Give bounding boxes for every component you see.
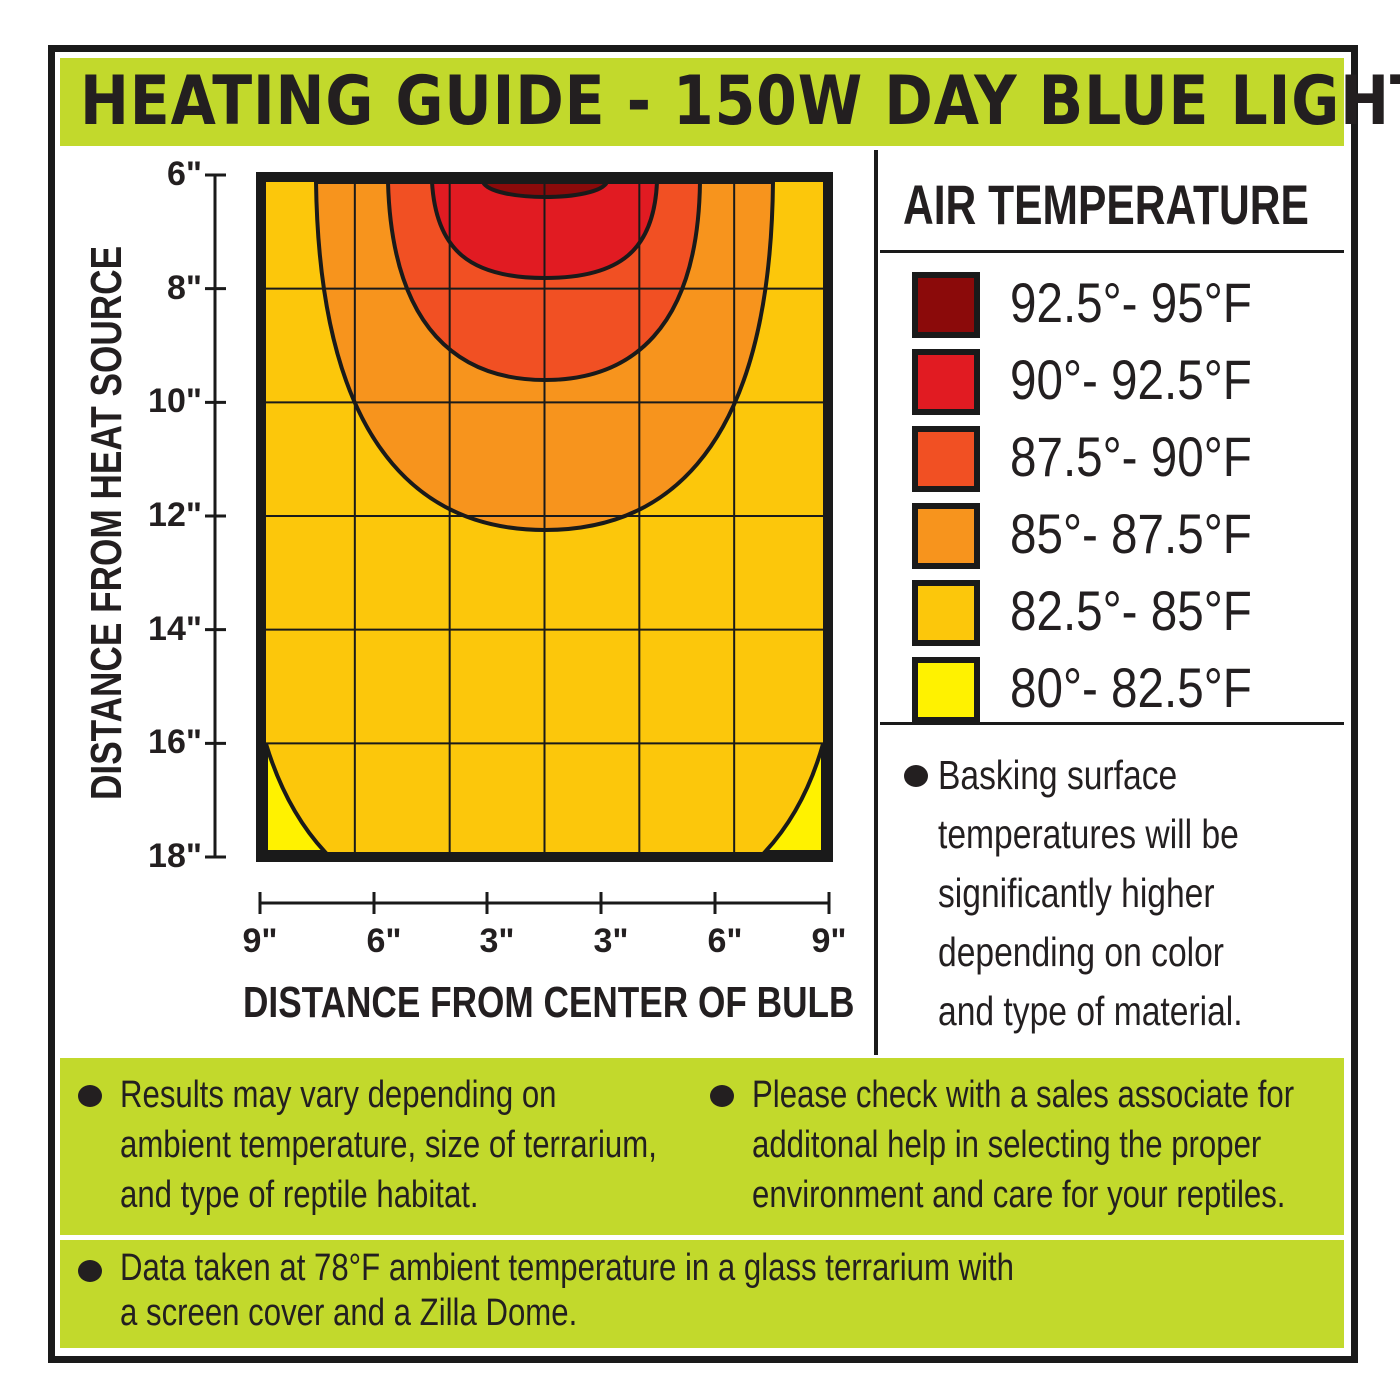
- y-tick-label: 8": [166, 268, 202, 307]
- legend-label: 92.5°- 95°F: [1010, 271, 1252, 334]
- grid-lines: [266, 182, 823, 852]
- bullet-icon: [78, 1260, 102, 1282]
- side-note-line: depending on color: [938, 929, 1225, 975]
- footer-band-top: [60, 1058, 1344, 1235]
- bullet-icon: [904, 765, 928, 787]
- legend-label: 85°- 87.5°F: [1010, 502, 1252, 565]
- x-tick-label: 6": [707, 922, 743, 960]
- legend-label: 82.5°- 85°F: [1010, 579, 1252, 642]
- side-note-line: temperatures will be: [938, 811, 1239, 857]
- band-80-82.5-right: [760, 743, 825, 854]
- legend-label: 80°- 82.5°F: [1010, 656, 1252, 719]
- y-tick-label: 16": [148, 723, 202, 762]
- y-tick-label: 12": [148, 496, 202, 534]
- footer-line: and type of reptile habitat.: [120, 1174, 479, 1216]
- legend-item: 80°- 82.5°F: [1010, 655, 1294, 720]
- footer-bottom-note: Data taken at 78°F ambient temperature i…: [120, 1246, 1210, 1336]
- x-axis-title: DISTANCE FROM CENTER OF BULB: [243, 978, 1007, 1028]
- legend-swatch: [912, 580, 980, 646]
- bullet-icon: [78, 1085, 102, 1107]
- page-title: HEATING GUIDE - 150W DAY BLUE LIGHT: [80, 62, 1400, 141]
- y-tick-label: 18": [148, 837, 202, 875]
- footer-line: ambient temperature, size of terrarium,: [120, 1124, 657, 1166]
- side-note-line: and type of material.: [938, 988, 1243, 1034]
- legend-title-text: AIR TEMPERATURE: [903, 173, 1309, 236]
- legend-item: 90°- 92.5°F: [1010, 347, 1294, 412]
- legend-label: 90°- 92.5°F: [1010, 348, 1252, 411]
- x-tick-label: 3": [593, 922, 629, 960]
- axes: [205, 173, 831, 914]
- footer-right-note: Please check with a sales associate for …: [752, 1070, 1400, 1220]
- legend-item: 82.5°- 85°F: [1010, 578, 1294, 643]
- legend-swatch: [912, 426, 980, 492]
- x-axis-title-text: DISTANCE FROM CENTER OF BULB: [243, 978, 855, 1027]
- plot-area: [256, 172, 833, 862]
- y-tick-label: 10": [148, 382, 202, 421]
- x-tick-label: 3": [479, 922, 515, 960]
- plot-border: [256, 172, 833, 862]
- footer-line: environment and care for your reptiles.: [752, 1174, 1286, 1216]
- legend-item: 87.5°- 90°F: [1010, 424, 1294, 489]
- y-tick-label: 14": [148, 609, 202, 648]
- x-tick-label: 9": [242, 922, 278, 960]
- band-80-82.5-left: [264, 743, 330, 854]
- footer-left-note: Results may vary depending on ambient te…: [120, 1070, 775, 1220]
- legend-divider-vertical: [874, 150, 878, 1055]
- bullet-icon: [710, 1085, 734, 1107]
- footer-line: Please check with a sales associate for: [752, 1074, 1295, 1116]
- side-note-line: significantly higher: [938, 870, 1215, 916]
- legend-divider-top: [880, 250, 1344, 253]
- title-text: HEATING GUIDE - 150W DAY BLUE LIGHT: [80, 62, 1400, 141]
- header-band: [60, 58, 1344, 146]
- legend-item: 92.5°- 95°F: [1010, 270, 1294, 335]
- footer-line: Results may vary depending on: [120, 1074, 557, 1116]
- footer-band-bottom: [60, 1240, 1344, 1348]
- footer-line: Data taken at 78°F ambient temperature i…: [120, 1247, 1015, 1289]
- side-note: Basking surface temperatures will be sig…: [938, 746, 1309, 1041]
- side-note-line: Basking surface: [938, 752, 1178, 798]
- legend-swatch: [912, 657, 980, 723]
- x-tick-label: 9": [811, 922, 847, 960]
- footer-line: a screen cover and a Zilla Dome.: [120, 1292, 578, 1334]
- legend-swatch: [912, 272, 980, 338]
- legend-divider-bottom: [880, 722, 1344, 725]
- legend-item: 85°- 87.5°F: [1010, 501, 1294, 566]
- y-tick-label: 6": [166, 155, 202, 193]
- legend-title: AIR TEMPERATURE: [903, 172, 1400, 237]
- legend-swatch: [912, 349, 980, 415]
- footer-line: additonal help in selecting the proper: [752, 1124, 1262, 1166]
- legend-label: 87.5°- 90°F: [1010, 425, 1252, 488]
- x-tick-label: 6": [366, 922, 402, 960]
- legend-swatch: [912, 503, 980, 569]
